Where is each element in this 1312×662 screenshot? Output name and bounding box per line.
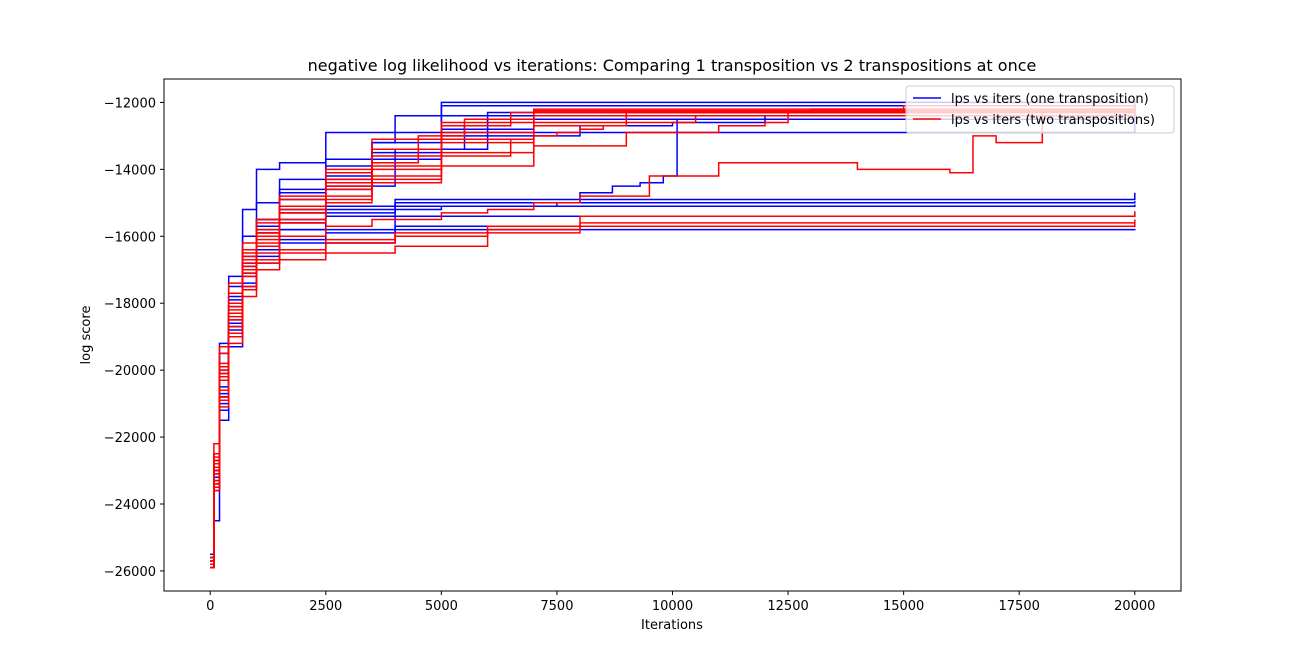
x-tick-label: 12500: [767, 599, 808, 614]
x-tick-label: 10000: [652, 599, 693, 614]
y-tick-label: −16000: [104, 230, 156, 245]
x-tick-label: 2500: [309, 599, 342, 614]
legend: lps vs iters (one transposition) lps vs …: [905, 85, 1175, 134]
y-tick-label: −12000: [104, 96, 156, 111]
series-layer: [210, 100, 1136, 569]
y-tick-label: −20000: [104, 364, 156, 379]
legend-label-two-transpositions: lps vs iters (two transpositions): [951, 113, 1155, 128]
y-tick-label: −24000: [104, 498, 156, 513]
y-tick-label: −14000: [104, 163, 156, 178]
legend-label-one-transposition: lps vs iters (one transposition): [951, 92, 1149, 107]
y-tick-label: −26000: [104, 565, 156, 580]
x-tick-label: 5000: [425, 599, 458, 614]
y-tick-label: −18000: [104, 297, 156, 312]
x-tick-label: 17500: [999, 599, 1040, 614]
x-axis-label: Iterations: [641, 618, 703, 633]
x-axis: 0 2500 5000 7500 10000 12500 15000 17500 20000: [206, 591, 1155, 614]
plot-background: [164, 79, 1181, 591]
y-tick-label: −22000: [104, 431, 156, 446]
x-tick-label: 7500: [540, 599, 573, 614]
series-line-two-transpositions-24: [210, 102, 1136, 569]
legend-box: [905, 85, 1175, 134]
series-line-two-transpositions-27: [210, 222, 1136, 569]
y-axis: −26000 −24000 −22000 −20000 −18000 −16000 −140…: [104, 96, 164, 580]
x-tick-label: 0: [206, 599, 214, 614]
x-tick-label: 15000: [883, 599, 924, 614]
x-tick-label: 20000: [1114, 599, 1155, 614]
y-axis-label: log score: [79, 306, 94, 365]
chart-title: negative log likelihood vs iterations: C…: [308, 56, 1037, 75]
